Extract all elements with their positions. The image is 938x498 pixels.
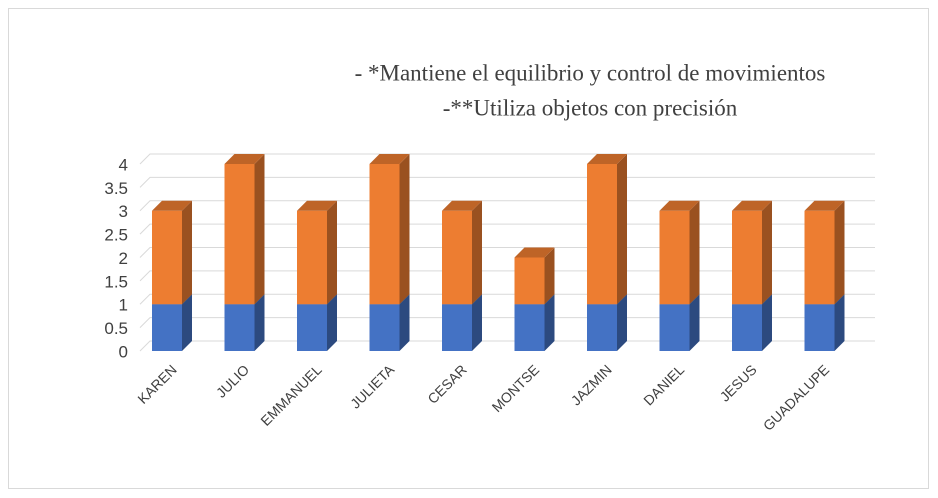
- y-tick-label: 3: [119, 202, 128, 221]
- bar: [152, 304, 182, 351]
- bar-side: [182, 200, 192, 305]
- bar-side: [399, 294, 410, 351]
- bar: [514, 257, 545, 305]
- bar-top: [804, 200, 845, 211]
- bar-side: [254, 294, 265, 351]
- bar-side: [472, 200, 482, 305]
- bar-side: [472, 294, 482, 351]
- bar: [659, 304, 690, 351]
- grid-line: [139, 293, 875, 305]
- bar-top: [659, 200, 700, 211]
- bar: [297, 304, 327, 351]
- bar: [732, 210, 762, 305]
- bar-side: [544, 247, 555, 305]
- bar: [369, 304, 400, 351]
- bar: [297, 210, 327, 305]
- bar-side: [182, 294, 192, 351]
- bar-top: [442, 200, 482, 211]
- bar-top: [369, 154, 410, 164]
- bar: [732, 304, 762, 351]
- y-tick-label: 4: [119, 155, 128, 174]
- grid-line: [139, 340, 875, 352]
- grid-line: [139, 153, 875, 165]
- bar: [442, 210, 472, 305]
- bar-top: [297, 200, 337, 211]
- bar-top: [732, 200, 772, 211]
- grid-line: [139, 200, 875, 212]
- bar-side: [834, 294, 845, 351]
- grid-line: [139, 317, 875, 328]
- chart-title: - *Mantiene el equilibrio y control de m…: [355, 60, 826, 85]
- bar: [514, 304, 545, 351]
- bar-side: [834, 200, 845, 305]
- bar-side: [254, 154, 265, 305]
- grid-line: [139, 270, 875, 282]
- bar-side: [399, 154, 410, 305]
- bar-top: [514, 247, 555, 258]
- bar-side: [762, 200, 772, 305]
- bar-top: [224, 154, 265, 164]
- bar: [804, 304, 835, 351]
- bar: [369, 164, 400, 305]
- bar: [804, 210, 835, 305]
- bar: [587, 164, 617, 305]
- y-tick-label: 0: [119, 342, 128, 361]
- y-tick-label: 1: [119, 296, 128, 315]
- y-tick-label: 1.5: [104, 272, 128, 291]
- chart-subtitle: -**Utiliza objetos con precisión: [443, 95, 738, 120]
- bar-side: [689, 200, 700, 305]
- y-tick-label: 3.5: [104, 179, 128, 198]
- bar-side: [327, 200, 337, 305]
- bar-side: [762, 294, 772, 351]
- bar-top: [152, 200, 192, 211]
- grid-line: [139, 247, 875, 258]
- bar-side: [617, 154, 627, 305]
- bar-side: [617, 294, 627, 351]
- bar: [224, 164, 255, 305]
- grid-line: [139, 176, 875, 188]
- bar: [659, 210, 690, 305]
- y-tick-label: 2.5: [104, 226, 128, 245]
- bar-side: [327, 294, 337, 351]
- grid-line: [139, 223, 875, 235]
- y-tick-label: 2: [119, 249, 128, 268]
- bar: [587, 304, 617, 351]
- bar-top: [587, 154, 627, 164]
- bar: [224, 304, 255, 351]
- bar-side: [544, 294, 555, 351]
- bar: [152, 210, 182, 305]
- bar-side: [689, 294, 700, 351]
- y-tick-label: 0.5: [104, 319, 128, 338]
- bar: [442, 304, 472, 351]
